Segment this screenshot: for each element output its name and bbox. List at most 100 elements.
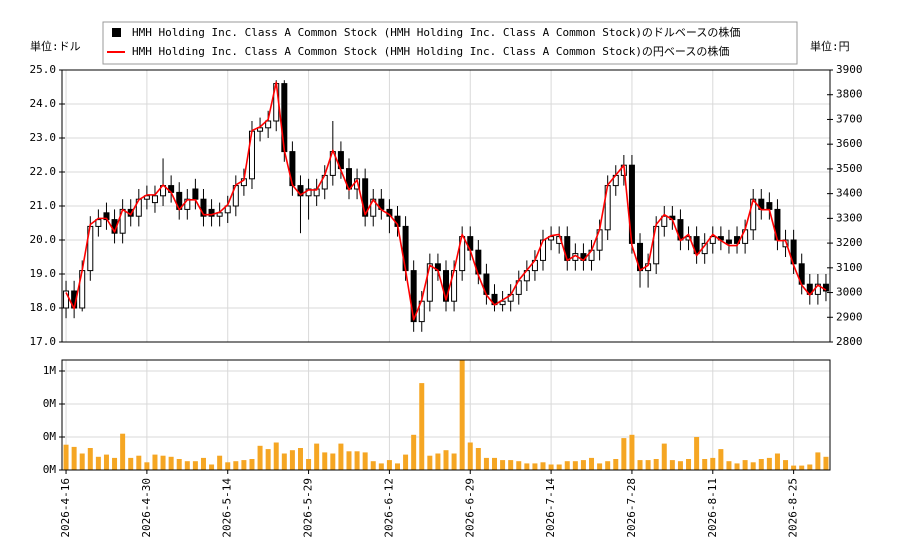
volume-bar	[774, 453, 780, 470]
volume-bar	[112, 457, 118, 470]
volume-bar	[467, 442, 473, 470]
volume-bar	[726, 461, 732, 470]
volume-bar	[403, 454, 409, 470]
candle-body	[766, 202, 773, 210]
y2-tick-label: 2800	[836, 335, 863, 348]
candle-body	[709, 236, 716, 244]
candle-body	[192, 188, 199, 200]
y2-tick-label: 3100	[836, 261, 863, 274]
y2-tick-label: 3800	[836, 88, 863, 101]
candle-body	[257, 127, 264, 132]
plot-frame	[61, 359, 831, 471]
volume-bar	[532, 463, 538, 470]
volume-bar	[597, 463, 603, 470]
volume-bar	[71, 446, 77, 470]
volume-bar	[241, 460, 247, 470]
x-tick-label: 2026-5-29	[302, 478, 315, 538]
volume-bar	[233, 461, 239, 470]
x-tick-label: 2026-7-14	[544, 478, 557, 538]
volume-bar	[120, 433, 126, 470]
volume-bar	[799, 465, 805, 470]
volume-bar	[508, 460, 514, 470]
volume-bar	[306, 459, 312, 470]
volume-bar	[79, 453, 85, 470]
volume-bar	[653, 459, 659, 470]
x-tick-label: 2026-8-25	[787, 478, 800, 538]
price-line	[65, 81, 827, 321]
x-tick-label: 2026-7-28	[625, 478, 638, 538]
volume-bar	[314, 443, 320, 470]
volume-bar	[354, 451, 360, 470]
volume-bar	[734, 463, 740, 470]
candle-body	[208, 208, 215, 217]
y2-tick-label: 3900	[836, 63, 863, 76]
volume-bar	[694, 437, 700, 470]
volume-bar	[807, 464, 813, 470]
candle-body	[63, 290, 70, 309]
volume-bar	[281, 453, 287, 470]
candle-body	[661, 215, 668, 227]
volume-bar	[718, 449, 724, 470]
volume-bar	[758, 459, 764, 470]
volume-bar	[257, 445, 263, 470]
candle-body	[151, 195, 158, 204]
legend-label: HMH Holding Inc. Class A Common Stock (H…	[132, 25, 740, 39]
volume-bar	[791, 465, 797, 470]
volume-bar	[580, 460, 586, 470]
volume-bar	[637, 460, 643, 470]
volume-bar	[621, 438, 627, 470]
candle-body	[426, 263, 433, 302]
volume-bar	[200, 457, 206, 470]
volume-bar	[677, 461, 683, 470]
volume-bar	[289, 450, 295, 470]
volume-bar	[564, 461, 570, 470]
volume-bar	[669, 460, 675, 470]
y-tick-label: 1M	[43, 364, 57, 377]
volume-bar	[297, 448, 303, 470]
x-tick-label: 2026-5-14	[221, 478, 234, 538]
x-tick-label: 2026-4-16	[59, 478, 72, 538]
volume-bar	[742, 460, 748, 470]
candle-body	[224, 205, 231, 214]
legend-swatch	[112, 28, 121, 37]
volume-bar	[346, 451, 352, 470]
x-tick-label: 2026-6-29	[463, 478, 476, 538]
candle-body	[725, 239, 732, 244]
y-tick-label: 19.0	[30, 267, 57, 280]
volume-bar	[419, 383, 425, 470]
volume-bar	[710, 457, 716, 470]
volume-bar	[556, 464, 562, 470]
candle-body	[443, 270, 449, 302]
candle-body	[95, 219, 102, 227]
volume-bar	[661, 443, 667, 470]
volume-bar	[459, 360, 465, 470]
y2-tick-label: 3700	[836, 112, 863, 125]
volume-bar	[686, 459, 692, 470]
volume-bar	[192, 461, 198, 470]
volume-bar	[483, 457, 489, 470]
y2-axis-label: 単位:円	[810, 39, 850, 53]
volume-bar	[249, 459, 255, 470]
volume-bar	[136, 455, 142, 470]
volume-bar	[629, 434, 635, 470]
volume-bar	[273, 442, 279, 470]
volume-bar	[516, 461, 522, 470]
volume-bar	[95, 456, 101, 470]
volume-bar	[783, 460, 789, 470]
y2-tick-label: 3200	[836, 236, 863, 249]
volume-bar	[475, 448, 481, 470]
volume-bar	[128, 457, 134, 470]
y-tick-label: 0M	[43, 397, 57, 410]
y2-tick-label: 3500	[836, 162, 863, 175]
volume-bar	[330, 453, 336, 470]
y-axis-label: 単位:ドル	[30, 39, 81, 53]
volume-bar	[815, 452, 821, 470]
y-tick-label: 22.0	[30, 165, 57, 178]
volume-bar	[540, 462, 546, 470]
x-tick-label: 2026-6-12	[382, 478, 395, 538]
legend-label: HMH Holding Inc. Class A Common Stock (H…	[132, 44, 729, 58]
volume-bar	[500, 460, 506, 470]
candle-body	[499, 300, 506, 306]
y-tick-label: 25.0	[30, 63, 57, 76]
